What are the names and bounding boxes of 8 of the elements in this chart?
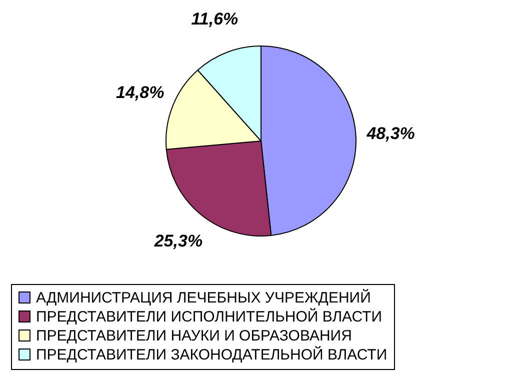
data-label: 48,3%: [366, 124, 415, 144]
legend-label: ПРЕДСТАВИТЕЛИ ИСПОЛНИТЕЛЬНОЙ ВЛАСТИ: [36, 308, 382, 326]
data-label: 14,8%: [116, 83, 164, 102]
data-label: 25,3%: [153, 231, 203, 250]
data-label: 11,6%: [191, 10, 238, 29]
legend-label: АДМИНИСТРАЦИЯ ЛЕЧЕБНЫХ УЧРЕЖДЕНИЙ: [36, 288, 371, 306]
legend-label: ПРЕДСТАВИТЕЛИ ЗАКОНОДАТЕЛЬНОЙ ВЛАСТИ: [36, 346, 388, 364]
legend-label: ПРЕДСТАВИТЕЛИ НАУКИ И ОБРАЗОВАНИЯ: [36, 328, 352, 344]
